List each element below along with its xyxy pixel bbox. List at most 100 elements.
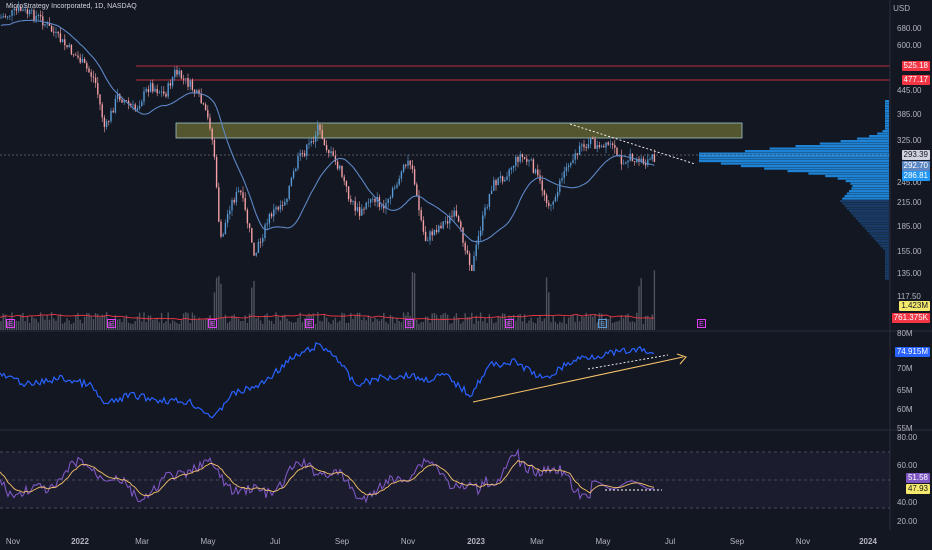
candle-body (636, 158, 638, 163)
volume-bar (66, 318, 68, 330)
volume-bar (378, 320, 381, 330)
earnings-marker[interactable]: E (505, 319, 514, 328)
volume-bar (94, 313, 97, 330)
candle-body (407, 160, 409, 166)
volume-bar (237, 318, 240, 330)
earnings-marker[interactable]: E (405, 319, 414, 328)
earnings-marker[interactable]: E (107, 319, 116, 328)
volume-profile-bar (885, 102, 889, 105)
volume-bar (185, 312, 187, 330)
volume-bar (611, 323, 614, 330)
candle-body (451, 215, 453, 217)
volume-bar (44, 319, 46, 330)
volume-bar (345, 323, 348, 330)
volume-bar (15, 320, 18, 330)
volume-bar (50, 312, 53, 330)
candle-body (589, 138, 592, 144)
price-tick: 600.00 (897, 41, 922, 50)
earnings-marker-upcoming[interactable]: E (697, 319, 706, 328)
candle-body (248, 223, 251, 228)
volume-bar (308, 313, 310, 330)
price-tick: 117.50 (897, 292, 921, 301)
candle-body (484, 207, 486, 216)
volume-bar (233, 314, 235, 330)
candle-body (44, 24, 46, 26)
volume-bar (369, 317, 372, 330)
candle-body (251, 227, 253, 243)
volume-bar (583, 317, 585, 330)
volume-profile-bar (840, 140, 889, 143)
volume-bar (242, 321, 244, 330)
volume-profile-bar (744, 150, 889, 153)
volume-bar (429, 322, 431, 330)
candle-body (611, 143, 614, 145)
volume-bar (136, 316, 139, 330)
earnings-marker[interactable]: E (598, 319, 607, 328)
volume-bar (413, 273, 416, 330)
volume-bar (462, 321, 464, 330)
volume-profile-bar (699, 155, 889, 158)
candle-body (616, 147, 618, 157)
volume-bar (196, 320, 198, 330)
candle-body (323, 138, 326, 146)
candle-body (301, 153, 304, 154)
volume-bar (132, 323, 134, 330)
candle-body (578, 145, 581, 155)
volume-bar (59, 314, 62, 330)
earnings-marker[interactable]: E (305, 319, 314, 328)
candle-body (554, 197, 557, 202)
candle-body (275, 207, 277, 210)
volume-profile-bar (885, 127, 889, 130)
volume-bar (284, 314, 286, 330)
candle-body (119, 94, 121, 100)
volume-bar (180, 320, 183, 330)
candle-body (343, 176, 345, 182)
candle-body (112, 110, 114, 113)
earnings-marker[interactable]: E (208, 319, 217, 328)
volume-bar (189, 323, 191, 330)
volume-bar (618, 320, 620, 330)
candle-body (312, 141, 315, 142)
candle-body (264, 224, 266, 238)
candle-body (493, 180, 495, 191)
volume-bar (174, 321, 176, 330)
candle-body (79, 57, 81, 63)
earnings-marker[interactable]: E (6, 319, 15, 328)
volume-bar (64, 322, 66, 330)
candle-body (449, 215, 451, 224)
candle-body (105, 121, 108, 127)
volume-bar (541, 321, 543, 330)
candle-body (191, 80, 194, 90)
volume-bar (565, 323, 568, 330)
volume-bar (48, 319, 51, 330)
currency-label: USD (893, 4, 910, 13)
candle-body (345, 181, 348, 187)
rsi-tick: 40.00 (897, 498, 918, 507)
volume-profile-bar (846, 207, 890, 210)
candle-body (398, 178, 400, 185)
candle-body (600, 146, 603, 147)
candle-body (517, 157, 519, 162)
candle-body (350, 199, 352, 202)
candle-body (207, 110, 209, 118)
candle-body (42, 16, 44, 26)
candle-body (145, 89, 147, 92)
candle-body (352, 201, 354, 202)
volume-bar (479, 312, 482, 330)
candle-body (444, 221, 447, 222)
volume-bar (363, 317, 365, 330)
candle-body (235, 192, 238, 203)
volume-bar (277, 315, 279, 330)
volume-profile-bar (885, 265, 889, 268)
volume-profile-bar (885, 257, 889, 260)
volume-bar (143, 312, 145, 330)
volume-bar (539, 314, 541, 330)
candle-body (167, 83, 169, 97)
candle-body (605, 142, 607, 148)
candle-body (286, 198, 288, 203)
candle-body (581, 144, 583, 146)
candle-body (141, 101, 143, 107)
candle-body (372, 198, 374, 200)
volume-bar (11, 312, 13, 330)
